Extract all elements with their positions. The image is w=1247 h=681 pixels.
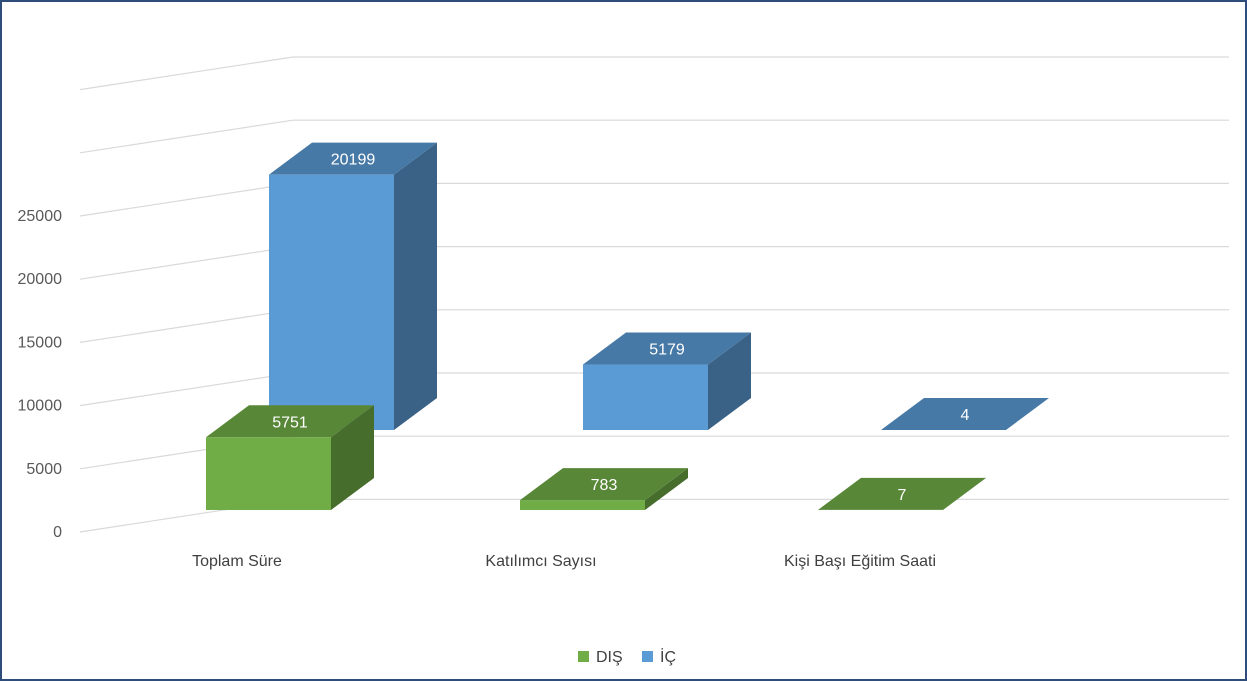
bar-top-face <box>583 332 751 365</box>
y-tick-label: 20000 <box>18 271 63 288</box>
bar-ic-0: 20199 <box>269 142 437 431</box>
bar-side-face <box>943 477 986 510</box>
data-label: 7 <box>898 487 907 504</box>
bar-top-face <box>206 405 374 438</box>
gridline-depth <box>79 182 294 217</box>
gridline-depth <box>79 309 294 343</box>
y-tick-label: 25000 <box>18 208 63 225</box>
data-label: 783 <box>591 477 618 494</box>
bar-top-face <box>520 468 688 501</box>
bar-dis-0: 5751 <box>206 405 374 510</box>
bar-side-face <box>331 405 374 510</box>
legend-swatch <box>578 651 589 662</box>
y-tick-label: 0 <box>53 524 62 541</box>
bar-front-face <box>583 364 708 430</box>
gridline-depth <box>79 119 294 154</box>
bar-top-face <box>269 142 437 175</box>
y-tick-label: 15000 <box>18 334 63 351</box>
legend: DIŞ İÇ <box>578 647 676 666</box>
data-label: 5751 <box>272 414 308 431</box>
bar-side-face <box>394 142 437 431</box>
bar-front-face <box>520 500 645 510</box>
y-tick-label: 10000 <box>18 398 63 415</box>
x-axis: Toplam Süre Katılımcı Sayısı Kişi Başı Eği… <box>192 553 936 570</box>
legend-label: DIŞ <box>596 649 623 666</box>
gridline-depth <box>79 372 294 407</box>
bars: 20199 5179 4 5751 783 7 <box>206 142 1049 510</box>
legend-swatch <box>642 651 653 662</box>
bar-dis-2: 7 <box>818 477 986 510</box>
bar-ic-2: 4 <box>881 397 1049 430</box>
bar-front-face <box>269 174 394 430</box>
bar-side-face <box>645 468 688 510</box>
bar-top-face <box>818 477 986 510</box>
y-tick-label: 5000 <box>26 461 62 478</box>
category-label: Toplam Süre <box>192 553 282 570</box>
bar-side-face <box>708 332 751 430</box>
data-label: 5179 <box>649 342 685 359</box>
category-label: Kişi Başı Eğitim Saati <box>784 553 936 570</box>
data-label: 20199 <box>331 152 376 169</box>
bar-side-face <box>1006 397 1049 430</box>
y-axis: 0 5000 10000 15000 20000 25000 <box>18 208 63 541</box>
gridline-depth <box>79 56 294 91</box>
bar-dis-1: 783 <box>520 468 688 510</box>
data-label: 4 <box>961 407 970 424</box>
gridline-depth <box>79 246 294 280</box>
bar-front-face <box>206 437 331 510</box>
bar-ic-1: 5179 <box>583 332 751 430</box>
legend-label: İÇ <box>660 647 676 666</box>
bar-top-face <box>881 397 1049 430</box>
category-label: Katılımcı Sayısı <box>485 553 596 570</box>
